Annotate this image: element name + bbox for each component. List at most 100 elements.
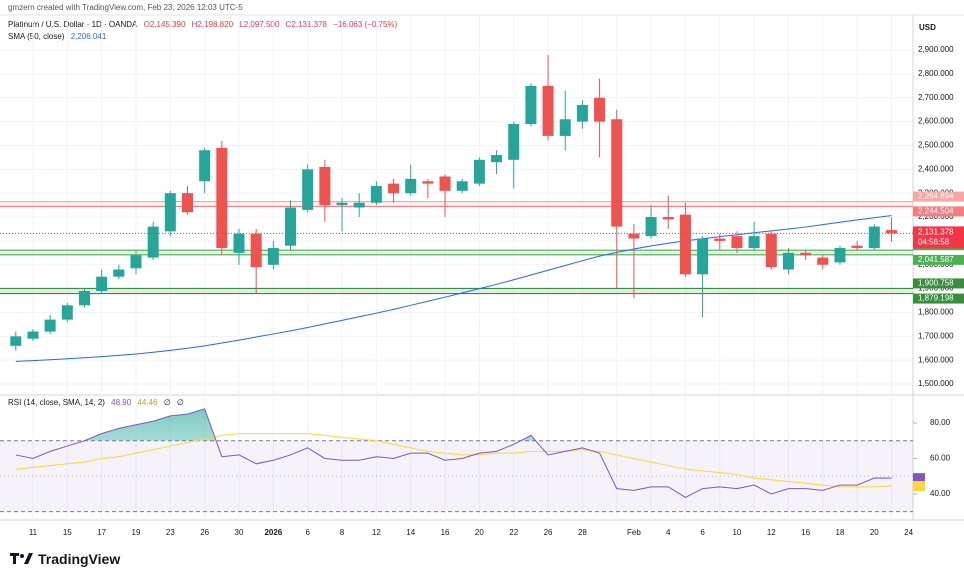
candle-body (748, 236, 760, 249)
level-label: 1,879.198 (918, 294, 954, 303)
sma-row: SMA (50, close) 2,206.041 (8, 32, 110, 41)
y-tick-label: 60.00 (930, 454, 951, 463)
rsi-line (15, 408, 892, 499)
rsi-tag (913, 481, 925, 492)
candle-body (405, 178, 417, 194)
level-label: 2,041.587 (918, 255, 954, 264)
x-tick-label: 6 (305, 528, 310, 537)
rsi-ma-value: 44.46 (137, 398, 158, 407)
x-tick-label: 16 (441, 528, 450, 537)
x-tick-label: 20 (870, 528, 879, 537)
y-tick-label: 1,600.000 (918, 355, 954, 364)
candle-body (559, 119, 571, 136)
level-label-bg (913, 278, 964, 289)
candle-body (285, 207, 297, 246)
x-tick-label: 16 (801, 528, 810, 537)
symbol: Platinum / U.S. Dollar · 1D · OANDA (8, 20, 138, 29)
rsi-line (15, 433, 892, 488)
rsi-extra: ∅ (176, 398, 184, 407)
x-tick-label: 10 (732, 528, 741, 537)
x-tick-label: 8 (340, 528, 345, 537)
x-tick-label: 26 (200, 528, 209, 537)
candle-body (851, 245, 863, 249)
symbol-row: Platinum / U.S. Dollar · 1D · OANDA O2,1… (8, 20, 401, 29)
rsi-value: 48.90 (111, 398, 132, 407)
rsi-extra: ∅ (163, 398, 171, 407)
level-band (0, 288, 913, 294)
level-band (0, 250, 913, 255)
candle-body (662, 217, 674, 220)
candle-body (422, 181, 434, 184)
x-tick-label: 20 (475, 528, 484, 537)
candle-body (336, 202, 348, 206)
y-tick-label: 2,500.000 (918, 141, 954, 150)
ohlc-close: C2,131.378 (285, 20, 327, 29)
candle-body (491, 155, 503, 163)
x-tick-label: 12 (372, 528, 381, 537)
candle-body (611, 119, 623, 227)
candle-body (267, 248, 279, 265)
y-tick-label: 2,600.000 (918, 117, 954, 126)
last-price-tag (913, 226, 964, 249)
x-tick-label: 11 (29, 528, 38, 537)
x-tick-label: 14 (406, 528, 415, 537)
candle-body (576, 104, 588, 122)
change: −16.063 (−0.75%) (333, 20, 398, 29)
candle-body (765, 233, 777, 268)
candle-body (800, 252, 812, 256)
x-tick-label: 24 (904, 528, 913, 537)
level-label-bg (913, 191, 964, 202)
footer-brand: TradingView (38, 551, 121, 567)
candle-body (645, 217, 657, 237)
x-tick-label: Feb (627, 528, 641, 537)
candle-body (319, 166, 331, 206)
candle-body (868, 226, 880, 249)
candle-body (834, 248, 846, 263)
candle-body (817, 257, 829, 265)
countdown-label: 04:56:58 (918, 238, 950, 247)
last-price-label: 2,131.378 (918, 228, 954, 237)
x-tick-label: 2026 (264, 528, 282, 537)
level-label: 1,900.758 (918, 279, 954, 288)
level-label: 2,244.504 (918, 207, 954, 216)
y-tick-label: 80.00 (930, 418, 951, 427)
candle-body (525, 85, 537, 125)
candle-body (353, 202, 365, 208)
y-tick-label: 2,400.000 (918, 164, 954, 173)
candle-body (27, 331, 39, 339)
candle-body (697, 238, 709, 275)
candle-body (439, 176, 451, 191)
y-tick-label: 2,800.000 (918, 69, 954, 78)
x-tick-label: 18 (836, 528, 845, 537)
rsi-tag (913, 473, 925, 484)
candle-body (10, 336, 22, 346)
candle-body (216, 147, 228, 249)
y-tick-label: 2,900.000 (918, 45, 954, 54)
level-label: 2,264.894 (918, 192, 954, 201)
candle-body (885, 230, 897, 234)
candle-body (731, 236, 743, 249)
candle-body (199, 150, 211, 182)
candle-body (456, 181, 468, 191)
x-tick-label: 19 (132, 528, 141, 537)
x-tick-label: 6 (700, 528, 705, 537)
y-tick-label: 1,700.000 (918, 331, 954, 340)
level-label-bg (913, 293, 964, 304)
level-band (0, 201, 913, 207)
ohlc-low: L2,097.500 (239, 20, 280, 29)
x-tick-label: 22 (509, 528, 518, 537)
candle-body (594, 97, 606, 122)
candle-body (542, 85, 554, 136)
rsi-row: RSI (14, close, SMA, 14, 2) 48.90 44.46 … (8, 398, 188, 407)
ohlc-high: H2,198.820 (191, 20, 234, 29)
candle-body (96, 276, 108, 291)
candle-body (61, 305, 73, 320)
y-tick-label: 2,200.000 (918, 212, 954, 221)
sma-line (15, 215, 892, 362)
footer: TradingView (10, 551, 120, 567)
y-tick-label: 40.00 (930, 489, 951, 498)
candle-body (250, 233, 262, 268)
y-tick-label: 2,700.000 (918, 93, 954, 102)
x-tick-label: 28 (578, 528, 587, 537)
